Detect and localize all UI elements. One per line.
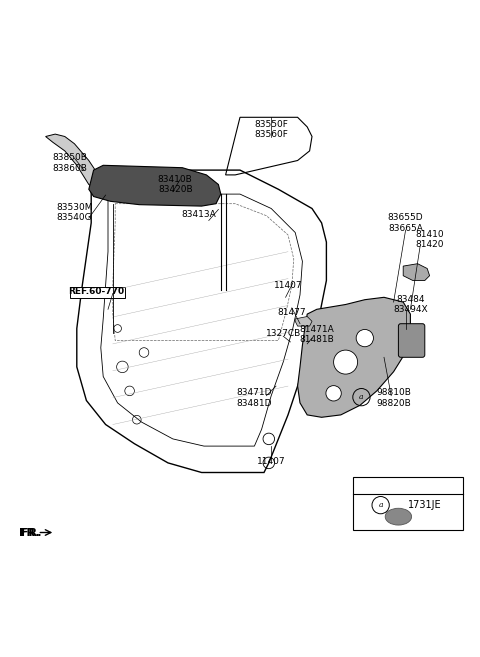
FancyBboxPatch shape <box>353 477 463 530</box>
Text: 98810B
98820B: 98810B 98820B <box>376 388 411 408</box>
Text: 81471A
81481B: 81471A 81481B <box>300 325 334 344</box>
FancyBboxPatch shape <box>398 324 425 357</box>
Text: 83550F
83560F: 83550F 83560F <box>254 120 288 139</box>
Text: 83484
83494X: 83484 83494X <box>393 295 428 314</box>
Text: FR.: FR. <box>21 528 41 537</box>
Text: REF.60-770: REF.60-770 <box>68 287 124 296</box>
Polygon shape <box>403 263 430 281</box>
FancyBboxPatch shape <box>70 286 125 298</box>
Polygon shape <box>89 166 221 206</box>
Text: 83655D
83665A: 83655D 83665A <box>388 214 423 233</box>
Circle shape <box>326 386 341 401</box>
Text: 11407: 11407 <box>257 457 286 466</box>
Text: 1731JE: 1731JE <box>408 500 442 510</box>
Text: 1327CB: 1327CB <box>265 328 301 338</box>
Polygon shape <box>298 298 410 417</box>
Text: 83850B
83860B: 83850B 83860B <box>52 153 87 173</box>
Text: 11407: 11407 <box>274 281 302 290</box>
Text: 83530M
83540G: 83530M 83540G <box>56 202 93 222</box>
Text: 83413A: 83413A <box>182 210 216 219</box>
Text: 83471D
83481D: 83471D 83481D <box>237 388 272 408</box>
Polygon shape <box>46 134 101 189</box>
Text: 81410
81420: 81410 81420 <box>415 230 444 250</box>
Text: a: a <box>359 393 364 401</box>
Ellipse shape <box>385 509 411 525</box>
Text: 83410B
83420B: 83410B 83420B <box>158 175 192 194</box>
Text: a: a <box>378 501 383 509</box>
Polygon shape <box>295 317 312 326</box>
Circle shape <box>356 329 373 347</box>
Circle shape <box>334 350 358 374</box>
Text: FR.: FR. <box>19 528 39 537</box>
Text: 81477: 81477 <box>277 308 306 317</box>
